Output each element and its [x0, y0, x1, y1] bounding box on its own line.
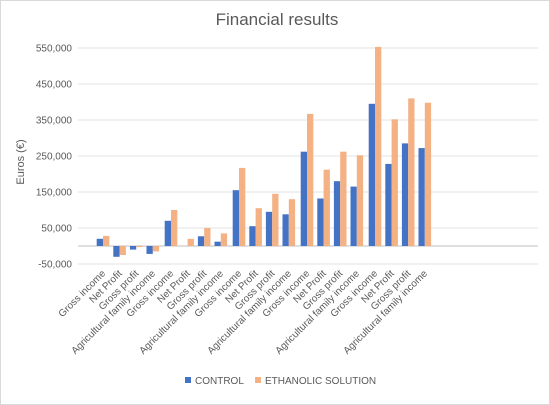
bar-ethanolic-solution	[340, 151, 347, 246]
y-tick-label: 450,000	[36, 80, 73, 91]
bar-ethanolic-solution	[103, 235, 110, 246]
bar-ethanolic-solution	[255, 208, 262, 246]
bar-control	[96, 238, 103, 246]
legend-label: CONTROL	[195, 376, 244, 387]
bar-ethanolic-solution	[375, 46, 382, 246]
bar-control	[282, 214, 289, 246]
y-tick-label: -50,000	[38, 260, 72, 271]
bar-ethanolic-solution	[323, 169, 330, 246]
bar-control	[146, 246, 153, 254]
bar-ethanolic-solution	[424, 102, 432, 246]
bar-ethanolic-solution	[307, 113, 314, 246]
bar-control	[249, 226, 256, 246]
bar-ethanolic-solution	[119, 246, 126, 255]
y-tick-label: 250,000	[36, 152, 73, 163]
bars	[96, 46, 432, 257]
y-axis-label: Euros (€)	[15, 139, 27, 184]
bar-ethanolic-solution	[220, 233, 228, 246]
bar-ethanolic-solution	[239, 167, 246, 246]
y-tick-label: 550,000	[36, 44, 73, 55]
legend: CONTROL ETHANOLIC SOLUTION	[185, 376, 376, 387]
bar-control	[418, 148, 425, 246]
bar-control	[214, 241, 221, 246]
bar-control	[350, 186, 357, 246]
bar-control	[197, 236, 205, 246]
bar-ethanolic-solution	[171, 210, 178, 246]
y-tick-label: 150,000	[36, 188, 73, 199]
bar-control	[317, 198, 324, 246]
bar-ethanolic-solution	[204, 228, 211, 246]
bar-control	[129, 246, 137, 250]
chart-title: Financial results	[216, 10, 339, 29]
bar-ethanolic-solution	[187, 238, 194, 246]
bar-control	[232, 190, 239, 246]
legend-swatch	[255, 377, 261, 383]
bar-control	[368, 103, 375, 246]
bar-ethanolic-solution	[288, 199, 296, 246]
bar-ethanolic-solution	[408, 98, 415, 247]
bar-ethanolic-solution	[356, 155, 364, 246]
bar-control	[113, 246, 120, 257]
bar-ethanolic-solution	[152, 246, 160, 252]
y-tick-label: 350,000	[36, 116, 73, 127]
bar-control	[164, 220, 171, 246]
bar-ethanolic-solution	[272, 193, 279, 246]
bar-control	[401, 143, 409, 246]
bar-control	[300, 151, 307, 246]
y-axis: -50,000 50,000 150,000 250,000 350,000 450,00…	[36, 44, 73, 271]
bar-control	[385, 163, 392, 246]
legend-label: ETHANOLIC SOLUTION	[265, 376, 376, 387]
bar-ethanolic-solution	[391, 119, 398, 246]
legend-swatch	[185, 377, 191, 383]
bar-ethanolic-solution	[136, 246, 143, 248]
y-tick-label: 50,000	[41, 224, 72, 235]
bar-control	[333, 181, 341, 246]
bar-control	[265, 211, 273, 246]
